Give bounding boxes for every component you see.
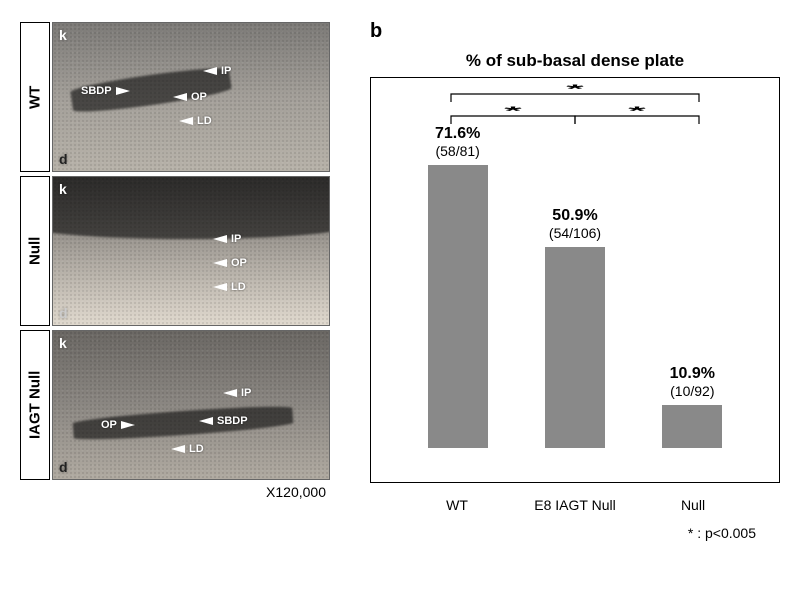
bar-value-label: 10.9%(10/92) <box>632 365 752 399</box>
em-row-label: WT <box>20 22 50 172</box>
arrow-left-icon <box>213 259 227 267</box>
svg-text:*: * <box>566 82 584 96</box>
figure: a WTkdIPSBDPOPLDNullkdIPOPLDIAGT NullkdI… <box>0 0 800 593</box>
em-annotation: LD <box>213 281 246 293</box>
arrow-left-icon <box>213 283 227 291</box>
em-annotation: IP <box>213 233 241 245</box>
em-annotation: LD <box>179 115 212 127</box>
em-annotation: SBDP <box>81 85 130 97</box>
arrow-right-icon <box>116 87 130 95</box>
em-annotation: IP <box>203 65 231 77</box>
magnification-label: X120,000 <box>20 484 330 500</box>
arrow-left-icon <box>213 235 227 243</box>
panel-a: a WTkdIPSBDPOPLDNullkdIPOPLDIAGT NullkdI… <box>20 20 330 563</box>
em-row-label: Null <box>20 176 50 326</box>
arrow-left-icon <box>223 389 237 397</box>
em-micrograph: k d IP SBDP OP LD <box>52 22 330 172</box>
bar-value-label: 50.9%(54/106) <box>515 207 635 241</box>
bar-value-label: 71.6%(58/81) <box>398 125 518 159</box>
chart-title: % of sub-basal dense plate <box>370 51 780 71</box>
corner-label-d: d <box>59 459 68 475</box>
em-row: IAGT Null k d IP OP SBDP LD <box>20 330 330 480</box>
arrow-left-icon <box>171 445 185 453</box>
svg-text:*: * <box>628 104 646 118</box>
em-row: Nullk d IP OP LD <box>20 176 330 326</box>
em-row-label: IAGT Null <box>20 330 50 480</box>
bar: 10.9%(10/92) <box>634 405 751 448</box>
pvalue-note: * : p<0.005 <box>370 525 780 541</box>
x-axis-label: WT <box>398 497 516 513</box>
panel-b: b % of sub-basal dense plate * * * 71.6%(5… <box>330 20 780 563</box>
bars-container: 71.6%(58/81)50.9%(54/106)10.9%(10/92) <box>389 134 761 448</box>
corner-label-d: d <box>59 151 68 167</box>
arrow-left-icon <box>199 417 213 425</box>
arrow-right-icon <box>121 421 135 429</box>
em-micrograph: k d IP OP SBDP LD <box>52 330 330 480</box>
em-annotation: OP <box>173 91 207 103</box>
svg-text:*: * <box>504 104 522 118</box>
x-axis-label: Null <box>634 497 752 513</box>
corner-label-k: k <box>59 181 67 197</box>
corner-label-k: k <box>59 27 67 43</box>
x-axis-label: E8 IAGT Null <box>516 497 634 513</box>
arrow-left-icon <box>179 117 193 125</box>
em-annotation: SBDP <box>199 415 248 427</box>
em-annotation: LD <box>171 443 204 455</box>
x-axis-labels: WTE8 IAGT NullNull <box>370 483 780 513</box>
em-annotation: IP <box>223 387 251 399</box>
arrow-left-icon <box>203 67 217 75</box>
bar-chart: *** 71.6%(58/81)50.9%(54/106)10.9%(10/92… <box>370 77 780 483</box>
em-micrograph: k d IP OP LD <box>52 176 330 326</box>
panel-b-label: b <box>370 20 780 43</box>
em-row: WT k d IP SBDP OP LD <box>20 22 330 172</box>
em-annotation: OP <box>101 419 135 431</box>
bar: 50.9%(54/106) <box>516 247 633 448</box>
corner-label-k: k <box>59 335 67 351</box>
bar: 71.6%(58/81) <box>399 165 516 448</box>
em-annotation: OP <box>213 257 247 269</box>
em-image-stack: WTkdIPSBDPOPLDNullkdIPOPLDIAGT NullkdIPO… <box>20 22 330 480</box>
corner-label-d: d <box>59 305 68 321</box>
arrow-left-icon <box>173 93 187 101</box>
